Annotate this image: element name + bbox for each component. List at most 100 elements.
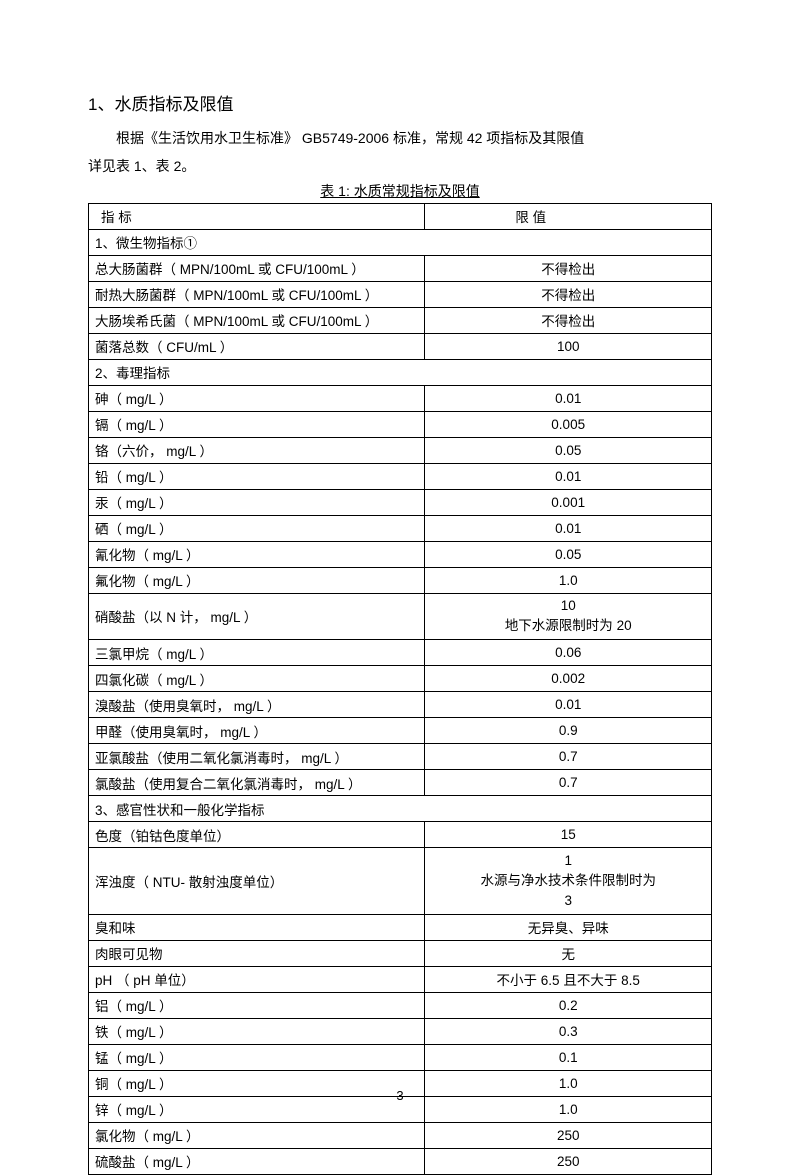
indicator-cell: 肉眼可见物 (89, 940, 425, 966)
table-row: 肉眼可见物无 (89, 940, 712, 966)
value-cell: 0.7 (425, 770, 712, 796)
section-label: 2、毒理指标 (89, 359, 712, 385)
table-row: 硝酸盐（以 N 计， mg/L ） 10 地下水源限制时为 20 (89, 593, 712, 640)
value-cell: 100 (425, 333, 712, 359)
indicator-cell: 色度（铂钴色度单位） (89, 822, 425, 848)
indicator-cell: 砷（ mg/L ） (89, 385, 425, 411)
indicator-cell: 锰（ mg/L ） (89, 1044, 425, 1070)
value-line-3: 3 (564, 893, 572, 908)
indicator-cell: 总大肠菌群（ MPN/100mL 或 CFU/100mL ） (89, 255, 425, 281)
header-value: 限 值 (425, 203, 712, 229)
value-cell: 不小于 6.5 且不大于 8.5 (425, 966, 712, 992)
value-line-1: 1 (564, 853, 572, 868)
value-line-1: 10 (561, 598, 576, 613)
table-row: 溴酸盐（使用臭氧时， mg/L ）0.01 (89, 692, 712, 718)
indicator-cell: 氰化物（ mg/L ） (89, 541, 425, 567)
table-row: 氟化物（ mg/L ）1.0 (89, 567, 712, 593)
table-row: 铅（ mg/L ）0.01 (89, 463, 712, 489)
indicator-cell: 溴酸盐（使用臭氧时， mg/L ） (89, 692, 425, 718)
value-cell: 250 (425, 1122, 712, 1148)
value-cell: 0.005 (425, 411, 712, 437)
intro-text-2: 详见表 1、表 2。 (88, 155, 712, 179)
indicator-cell: 锌（ mg/L ） (89, 1096, 425, 1122)
value-cell: 15 (425, 822, 712, 848)
section-sensory: 3、感官性状和一般化学指标 (89, 796, 712, 822)
value-cell: 1.0 (425, 1096, 712, 1122)
table-row: 三氯甲烷（ mg/L ）0.06 (89, 640, 712, 666)
value-cell: 1 水源与净水技术条件限制时为 3 (425, 848, 712, 915)
table-row: 氯化物（ mg/L ）250 (89, 1122, 712, 1148)
header-indicator: 指 标 (89, 203, 425, 229)
table-row: 总大肠菌群（ MPN/100mL 或 CFU/100mL ）不得检出 (89, 255, 712, 281)
indicator-cell: 菌落总数（ CFU/mL ） (89, 333, 425, 359)
value-line-2: 水源与净水技术条件限制时为 (480, 873, 656, 888)
indicator-cell: 氟化物（ mg/L ） (89, 567, 425, 593)
table-row: 大肠埃希氏菌（ MPN/100mL 或 CFU/100mL ）不得检出 (89, 307, 712, 333)
section-toxicology: 2、毒理指标 (89, 359, 712, 385)
table-row: 浑浊度（ NTU- 散射浊度单位） 1 水源与净水技术条件限制时为 3 (89, 848, 712, 915)
table-row: 铁（ mg/L ）0.3 (89, 1018, 712, 1044)
intro-text-1: 根据《生活饮用水卫生标准》 GB5749-2006 标准，常规 42 项指标及其… (88, 127, 712, 151)
value-cell: 0.2 (425, 992, 712, 1018)
table-row: 铬（六价， mg/L ）0.05 (89, 437, 712, 463)
value-cell: 0.001 (425, 489, 712, 515)
table-row: pH （ pH 单位）不小于 6.5 且不大于 8.5 (89, 966, 712, 992)
table-row: 砷（ mg/L ）0.01 (89, 385, 712, 411)
section-heading: 1、水质指标及限值 (88, 90, 712, 115)
indicator-cell: 亚氯酸盐（使用二氧化氯消毒时， mg/L ） (89, 744, 425, 770)
table-row: 铝（ mg/L ）0.2 (89, 992, 712, 1018)
table-header-row: 指 标 限 值 (89, 203, 712, 229)
value-cell: 0.3 (425, 1018, 712, 1044)
value-cell: 不得检出 (425, 281, 712, 307)
value-cell: 0.01 (425, 515, 712, 541)
section-microbiological: 1、微生物指标① (89, 229, 712, 255)
value-cell: 无异臭、异味 (425, 914, 712, 940)
value-cell: 0.06 (425, 640, 712, 666)
table-caption: 表 1: 水质常规指标及限值 (88, 181, 712, 201)
indicator-cell: 氯化物（ mg/L ） (89, 1122, 425, 1148)
value-cell: 250 (425, 1148, 712, 1174)
value-cell: 0.7 (425, 744, 712, 770)
table-row: 镉（ mg/L ）0.005 (89, 411, 712, 437)
value-line-2: 地下水源限制时为 20 (505, 618, 632, 633)
value-cell: 0.05 (425, 541, 712, 567)
table-row: 菌落总数（ CFU/mL ）100 (89, 333, 712, 359)
value-cell: 0.01 (425, 463, 712, 489)
indicator-cell: 铅（ mg/L ） (89, 463, 425, 489)
value-cell: 0.002 (425, 666, 712, 692)
indicator-cell: 浑浊度（ NTU- 散射浊度单位） (89, 848, 425, 915)
indicator-cell: 汞（ mg/L ） (89, 489, 425, 515)
indicator-cell: 氯酸盐（使用复合二氧化氯消毒时， mg/L ） (89, 770, 425, 796)
table-row: 汞（ mg/L ）0.001 (89, 489, 712, 515)
table-row: 耐热大肠菌群（ MPN/100mL 或 CFU/100mL ）不得检出 (89, 281, 712, 307)
indicator-cell: 大肠埃希氏菌（ MPN/100mL 或 CFU/100mL ） (89, 307, 425, 333)
value-cell: 1.0 (425, 1070, 712, 1096)
indicator-cell: 硒（ mg/L ） (89, 515, 425, 541)
page-number: 3 (396, 1088, 403, 1103)
table-row: 锰（ mg/L ）0.1 (89, 1044, 712, 1070)
indicator-cell: 铬（六价， mg/L ） (89, 437, 425, 463)
table-row: 臭和味无异臭、异味 (89, 914, 712, 940)
indicator-cell: 硫酸盐（ mg/L ） (89, 1148, 425, 1174)
indicator-cell: 铁（ mg/L ） (89, 1018, 425, 1044)
water-quality-table: 指 标 限 值 1、微生物指标① 总大肠菌群（ MPN/100mL 或 CFU/… (88, 203, 712, 1175)
value-cell: 不得检出 (425, 255, 712, 281)
table-row: 氯酸盐（使用复合二氧化氯消毒时， mg/L ）0.7 (89, 770, 712, 796)
value-cell: 无 (425, 940, 712, 966)
value-cell: 0.01 (425, 692, 712, 718)
table-row: 四氯化碳（ mg/L ）0.002 (89, 666, 712, 692)
value-cell: 0.9 (425, 718, 712, 744)
value-cell: 10 地下水源限制时为 20 (425, 593, 712, 640)
indicator-cell: 镉（ mg/L ） (89, 411, 425, 437)
table-row: 亚氯酸盐（使用二氧化氯消毒时， mg/L ）0.7 (89, 744, 712, 770)
value-cell: 1.0 (425, 567, 712, 593)
value-cell: 0.1 (425, 1044, 712, 1070)
indicator-cell: 耐热大肠菌群（ MPN/100mL 或 CFU/100mL ） (89, 281, 425, 307)
table-row: 氰化物（ mg/L ）0.05 (89, 541, 712, 567)
value-cell: 0.05 (425, 437, 712, 463)
indicator-cell: 臭和味 (89, 914, 425, 940)
indicator-cell: 四氯化碳（ mg/L ） (89, 666, 425, 692)
section-label: 1、微生物指标① (89, 229, 712, 255)
indicator-cell: 铜（ mg/L ） (89, 1070, 425, 1096)
section-label: 3、感官性状和一般化学指标 (89, 796, 712, 822)
